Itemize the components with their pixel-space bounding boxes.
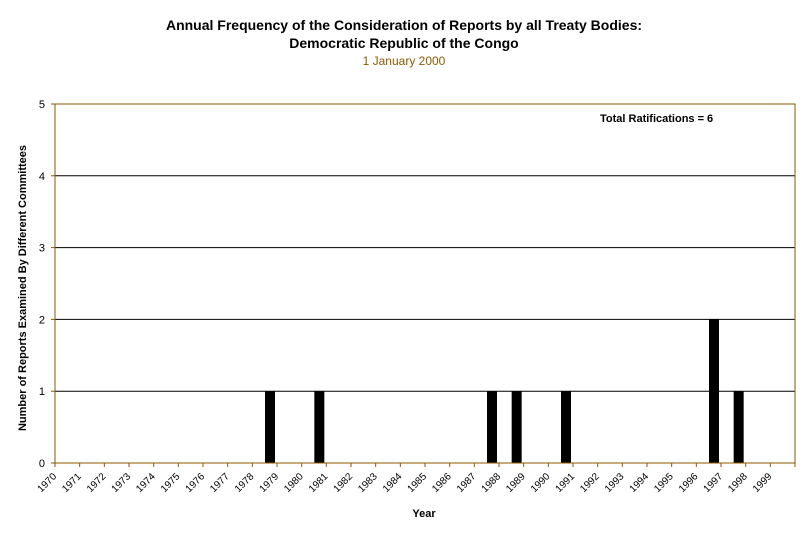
bar-1997 <box>733 391 744 463</box>
bar-1978 <box>265 391 275 463</box>
x-tick-label-1971: 1971 <box>60 471 84 495</box>
bar-1996 <box>709 319 719 463</box>
gridlines <box>55 103 795 392</box>
y-tick-label-1: 1 <box>39 386 45 398</box>
x-tick-label-1975: 1975 <box>159 471 183 495</box>
x-tick-label-1990: 1990 <box>529 471 553 495</box>
y-tick-label-3: 3 <box>39 243 45 255</box>
x-tick-label-1988: 1988 <box>480 471 504 495</box>
x-tick-label-1973: 1973 <box>110 471 134 495</box>
x-tick-label-1995: 1995 <box>652 471 676 495</box>
y-tick-labels: 0 1 2 3 4 5 <box>39 99 45 470</box>
y-axis-label: Number of Reports Examined By Different … <box>17 145 29 431</box>
bar-1987 <box>487 391 497 463</box>
x-tick-label-1994: 1994 <box>628 471 652 495</box>
bar-1980 <box>314 391 325 463</box>
chart-title-line-1: Annual Frequency of the Consideration of… <box>165 17 643 33</box>
x-tick-label-1978: 1978 <box>233 471 257 495</box>
x-tick-label-1998: 1998 <box>726 471 750 495</box>
bar-1990 <box>561 391 571 463</box>
y-tick-label-4: 4 <box>39 171 45 183</box>
x-tick-label-1980: 1980 <box>282 471 306 495</box>
x-tick-label-1989: 1989 <box>504 471 528 495</box>
x-tick-label-1977: 1977 <box>208 471 232 495</box>
total-ratifications-note: Total Ratifications = 6 <box>600 113 713 125</box>
chart-title-line-2: Democratic Republic of the Congo <box>289 35 519 51</box>
x-tick-label-1986: 1986 <box>430 471 454 495</box>
x-tick-label-1981: 1981 <box>307 471 331 495</box>
bars <box>265 319 744 463</box>
bar-1988 <box>511 391 522 463</box>
x-tick-label-1976: 1976 <box>184 471 208 495</box>
title-block: Annual Frequency of the Consideration of… <box>0 16 808 70</box>
y-tick-label-2: 2 <box>39 314 45 326</box>
x-tick-label-1992: 1992 <box>578 471 602 495</box>
x-tick-label-1985: 1985 <box>406 471 430 495</box>
chart-subtitle: 1 January 2000 <box>362 54 446 68</box>
x-tick-label-1982: 1982 <box>332 471 356 495</box>
x-tick-label-1984: 1984 <box>381 471 405 495</box>
x-tick-label-1993: 1993 <box>603 471 627 495</box>
x-axis-label: Year <box>412 508 436 520</box>
x-tick-label-1987: 1987 <box>455 471 479 495</box>
x-tick-label-1996: 1996 <box>677 471 701 495</box>
x-tick-label-1983: 1983 <box>356 471 380 495</box>
x-tick-label-1979: 1979 <box>258 471 282 495</box>
y-tick-label-0: 0 <box>39 458 45 470</box>
x-tick-labels: 1970 1971 1972 1973 1974 1975 1976 1977 1978 1979… <box>36 471 775 495</box>
y-tick-label-5: 5 <box>39 99 45 111</box>
x-tick-label-1972: 1972 <box>85 471 109 495</box>
x-tick-label-1970: 1970 <box>36 471 60 495</box>
x-tick-label-1999: 1999 <box>751 471 775 495</box>
x-tick-label-1974: 1974 <box>134 471 158 495</box>
x-tick-label-1991: 1991 <box>554 471 578 495</box>
plot-frame <box>54 103 796 464</box>
axes <box>51 103 796 467</box>
x-tick-label-1997: 1997 <box>702 471 726 495</box>
